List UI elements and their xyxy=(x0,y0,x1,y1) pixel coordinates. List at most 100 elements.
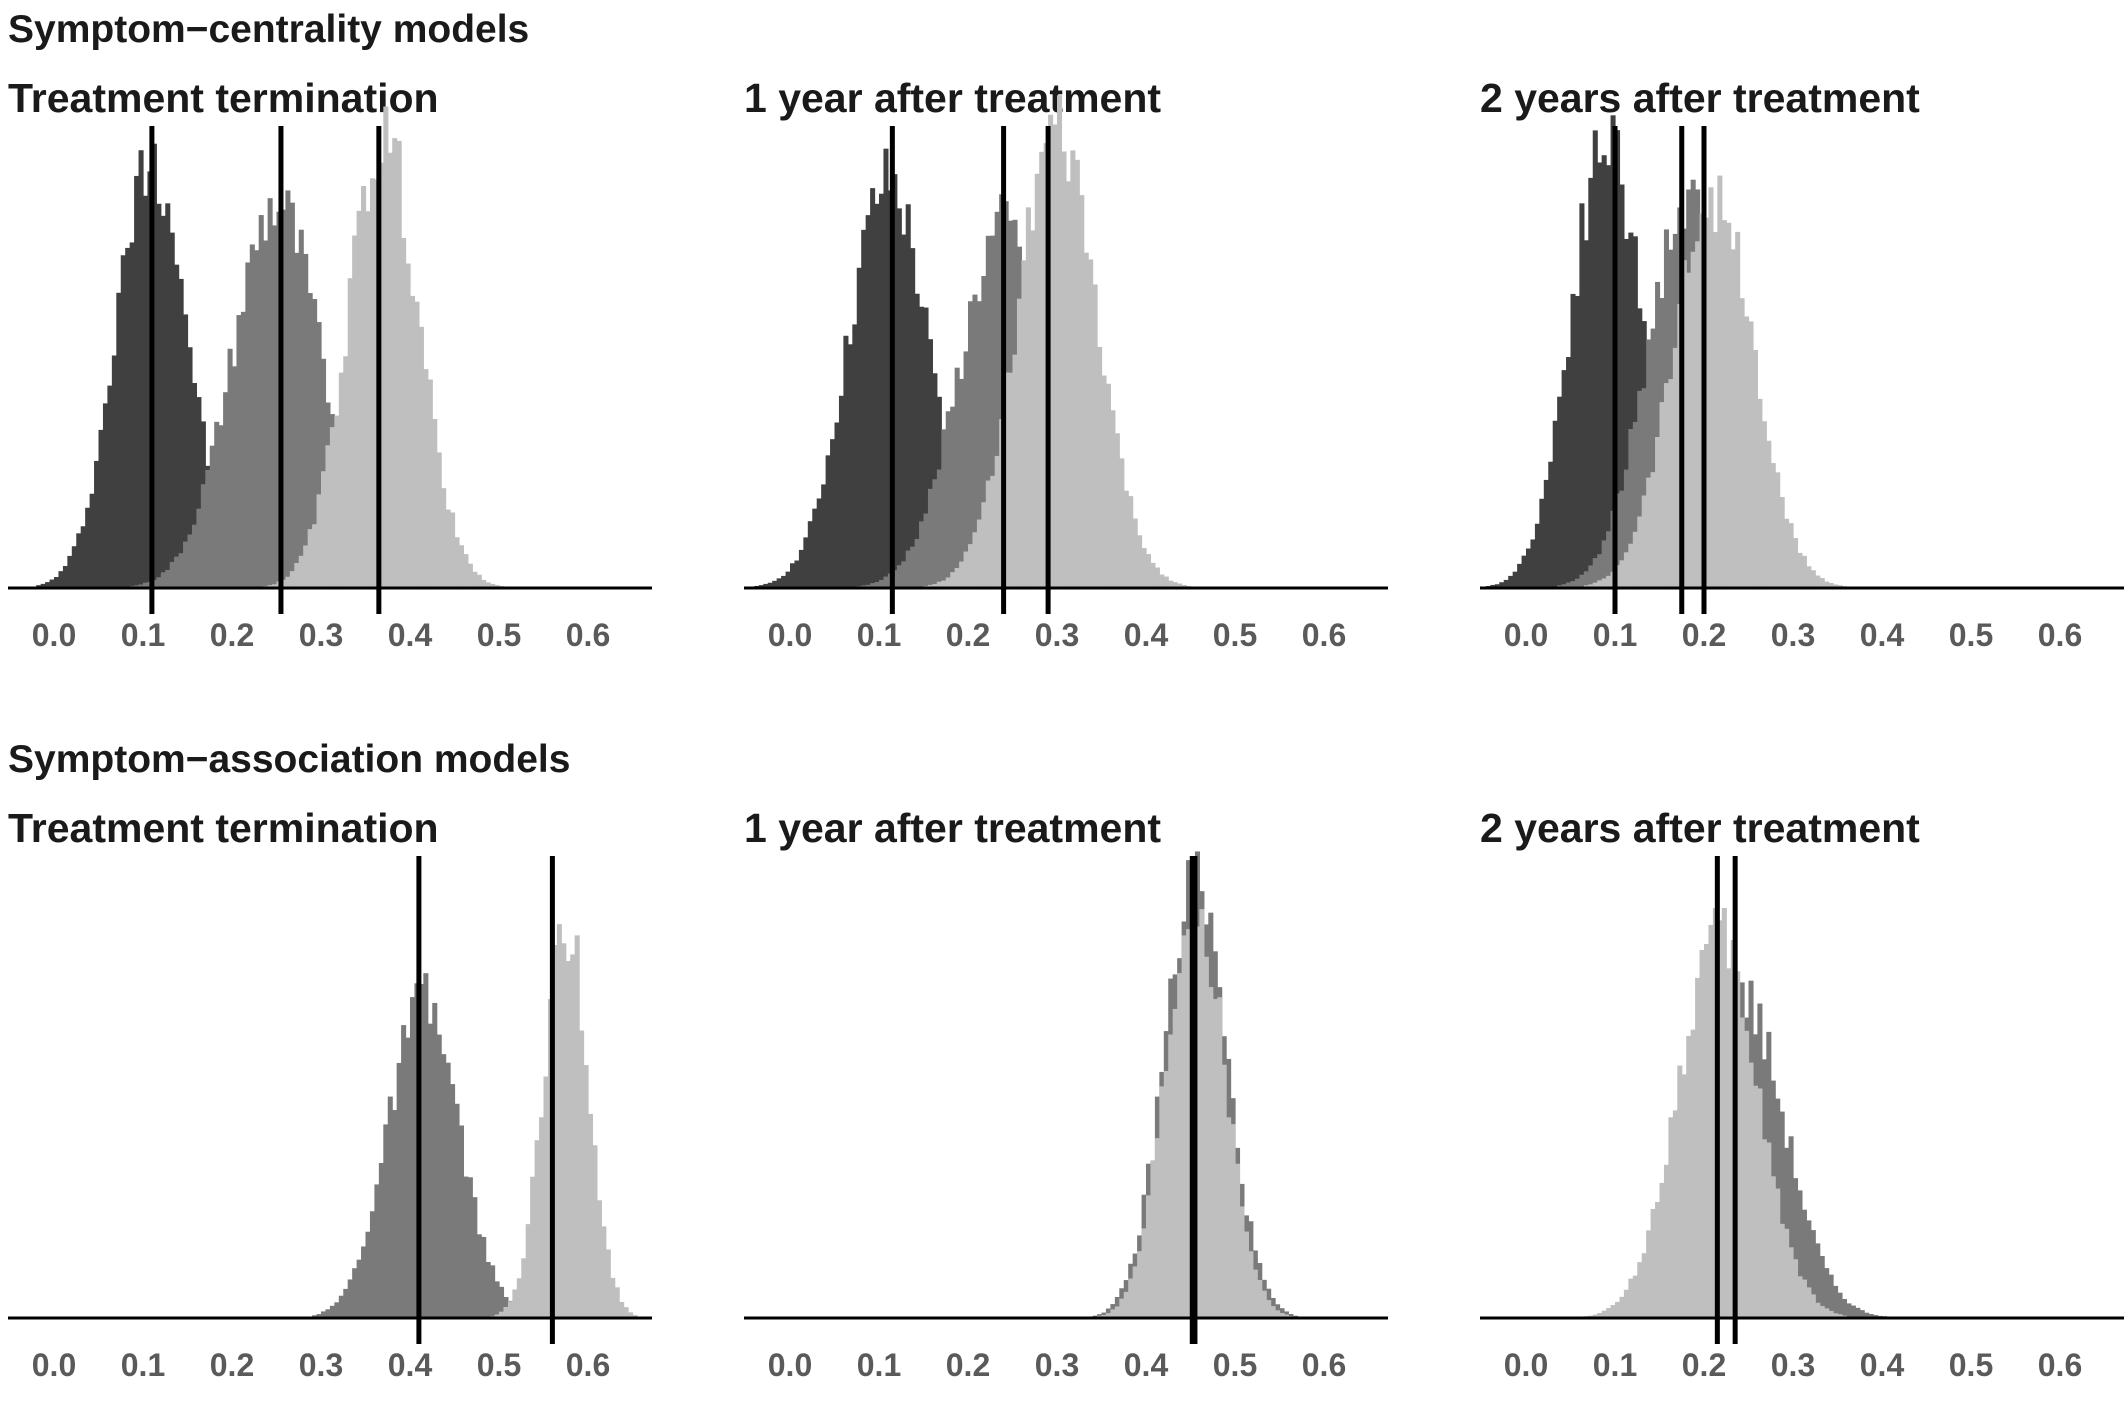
x-tick-label: 0.6 xyxy=(566,617,610,653)
histogram-bar xyxy=(490,1265,496,1318)
histogram-bar xyxy=(1601,540,1607,588)
histogram-bar xyxy=(838,395,844,588)
histogram-bar xyxy=(1766,1142,1772,1318)
histogram-bar xyxy=(1695,241,1701,588)
histogram-bar xyxy=(1566,582,1572,588)
histogram-bar xyxy=(1623,1289,1629,1318)
histogram-bar xyxy=(521,1258,527,1318)
histogram-bar xyxy=(1592,130,1598,588)
histogram-bar xyxy=(1744,316,1750,588)
panel-centrality-2years: 2 years after treatment 0.0 0.1 0.2 0.3 0.4 0… xyxy=(1480,78,2128,653)
histogram-chart: 0.0 0.1 0.2 0.3 0.4 0.5 0.6 xyxy=(1480,115,2124,653)
histogram-bar xyxy=(968,544,974,588)
histogram-bar xyxy=(794,560,800,588)
histogram-bar xyxy=(401,1025,407,1318)
histogram-bar xyxy=(329,1305,335,1318)
histogram-bar xyxy=(950,406,956,588)
histogram-bar xyxy=(843,335,849,588)
histogram-chart: 0.0 0.1 0.2 0.3 0.4 0.5 0.6 xyxy=(1480,856,2124,1383)
histogram-bar xyxy=(1521,555,1527,588)
histogram-bar xyxy=(1561,584,1567,588)
histogram-bar xyxy=(374,1184,380,1318)
histogram-bar xyxy=(1846,1303,1852,1318)
histogram-bar xyxy=(1163,1071,1169,1318)
x-tick-label: 0.4 xyxy=(1124,1347,1169,1383)
x-tick-label: 0.3 xyxy=(299,1347,343,1383)
x-tick-label: 0.0 xyxy=(32,617,76,653)
histogram-bar xyxy=(156,203,162,588)
histogram-bar xyxy=(1012,354,1018,588)
histogram-bar xyxy=(67,555,73,588)
histogram-bar xyxy=(834,422,840,588)
histogram-bar xyxy=(463,554,469,588)
histogram-bar xyxy=(990,235,996,588)
histogram-bar xyxy=(383,106,389,589)
histogram-bar xyxy=(1235,1163,1241,1318)
histogram-bar xyxy=(1806,1220,1812,1318)
histogram-bar xyxy=(1226,1117,1232,1318)
histogram-bar xyxy=(1677,1065,1683,1318)
histogram-bar xyxy=(365,1231,371,1318)
histogram-bar xyxy=(450,512,456,588)
x-tick-label: 0.3 xyxy=(1771,617,1815,653)
histogram-bar xyxy=(1132,518,1138,588)
histogram-bar xyxy=(1097,346,1103,588)
x-tick-label: 0.0 xyxy=(1504,1347,1548,1383)
histogram-bar xyxy=(561,943,567,1318)
histogram-bar xyxy=(365,211,371,588)
histogram-bar xyxy=(1819,1305,1825,1318)
histogram-bar xyxy=(432,418,438,588)
histogram-bar xyxy=(1623,238,1629,588)
histogram-bar xyxy=(196,397,202,588)
x-tick-label: 0.0 xyxy=(768,617,812,653)
histogram-bar xyxy=(89,493,95,588)
histogram-bar xyxy=(896,208,902,588)
histogram-bar xyxy=(1079,195,1085,588)
histogram-bar xyxy=(1655,436,1661,588)
histogram-bar xyxy=(1114,1306,1120,1318)
histogram-bar xyxy=(1668,1117,1674,1318)
histogram-bar xyxy=(905,204,911,588)
histogram-bar xyxy=(623,1307,629,1318)
histogram-bar xyxy=(1793,1259,1799,1318)
histogram-bar xyxy=(874,582,880,588)
histogram-bar xyxy=(1686,272,1692,588)
histogram-bar xyxy=(1270,1306,1276,1318)
histogram-bar xyxy=(401,238,407,588)
histogram-bar xyxy=(1597,554,1603,588)
histogram-bar xyxy=(1146,554,1152,588)
histogram-bar xyxy=(1650,472,1656,588)
histogram-bar xyxy=(1101,1314,1107,1318)
histogram-bar xyxy=(976,301,982,588)
histogram-bar xyxy=(1583,571,1589,588)
histogram-bar xyxy=(1721,907,1727,1318)
histogram-bar xyxy=(1748,1062,1754,1318)
histogram-bar xyxy=(476,574,482,588)
x-tick-label: 0.4 xyxy=(388,1347,433,1383)
histogram-bar xyxy=(592,1145,598,1318)
histogram-bar xyxy=(579,1030,585,1318)
histogram-bar xyxy=(1788,1136,1794,1318)
histogram-bar xyxy=(405,263,411,588)
histogram-bar xyxy=(454,537,460,588)
histogram-bar xyxy=(1114,433,1120,588)
histogram-bar xyxy=(378,1163,384,1318)
histogram-bar xyxy=(856,267,862,588)
histogram-bar xyxy=(821,484,827,588)
histogram-bar xyxy=(1650,1208,1656,1318)
histogram-bar xyxy=(1105,1313,1111,1318)
histogram-bar xyxy=(847,344,853,588)
histogram-bar xyxy=(816,498,822,588)
histogram-bar xyxy=(129,242,135,588)
histogram-bar xyxy=(352,235,358,588)
histogram-bar xyxy=(227,348,233,588)
histogram-bar xyxy=(125,247,131,588)
histogram-bar xyxy=(143,582,149,588)
histogram-bar xyxy=(369,178,375,588)
histogram-bar xyxy=(1141,1228,1147,1318)
histogram-bar xyxy=(1779,1111,1785,1318)
x-tick-label: 0.1 xyxy=(857,1347,901,1383)
histogram-bar xyxy=(1566,357,1572,588)
histogram-bar xyxy=(879,579,885,588)
histogram-bar xyxy=(1717,175,1723,588)
